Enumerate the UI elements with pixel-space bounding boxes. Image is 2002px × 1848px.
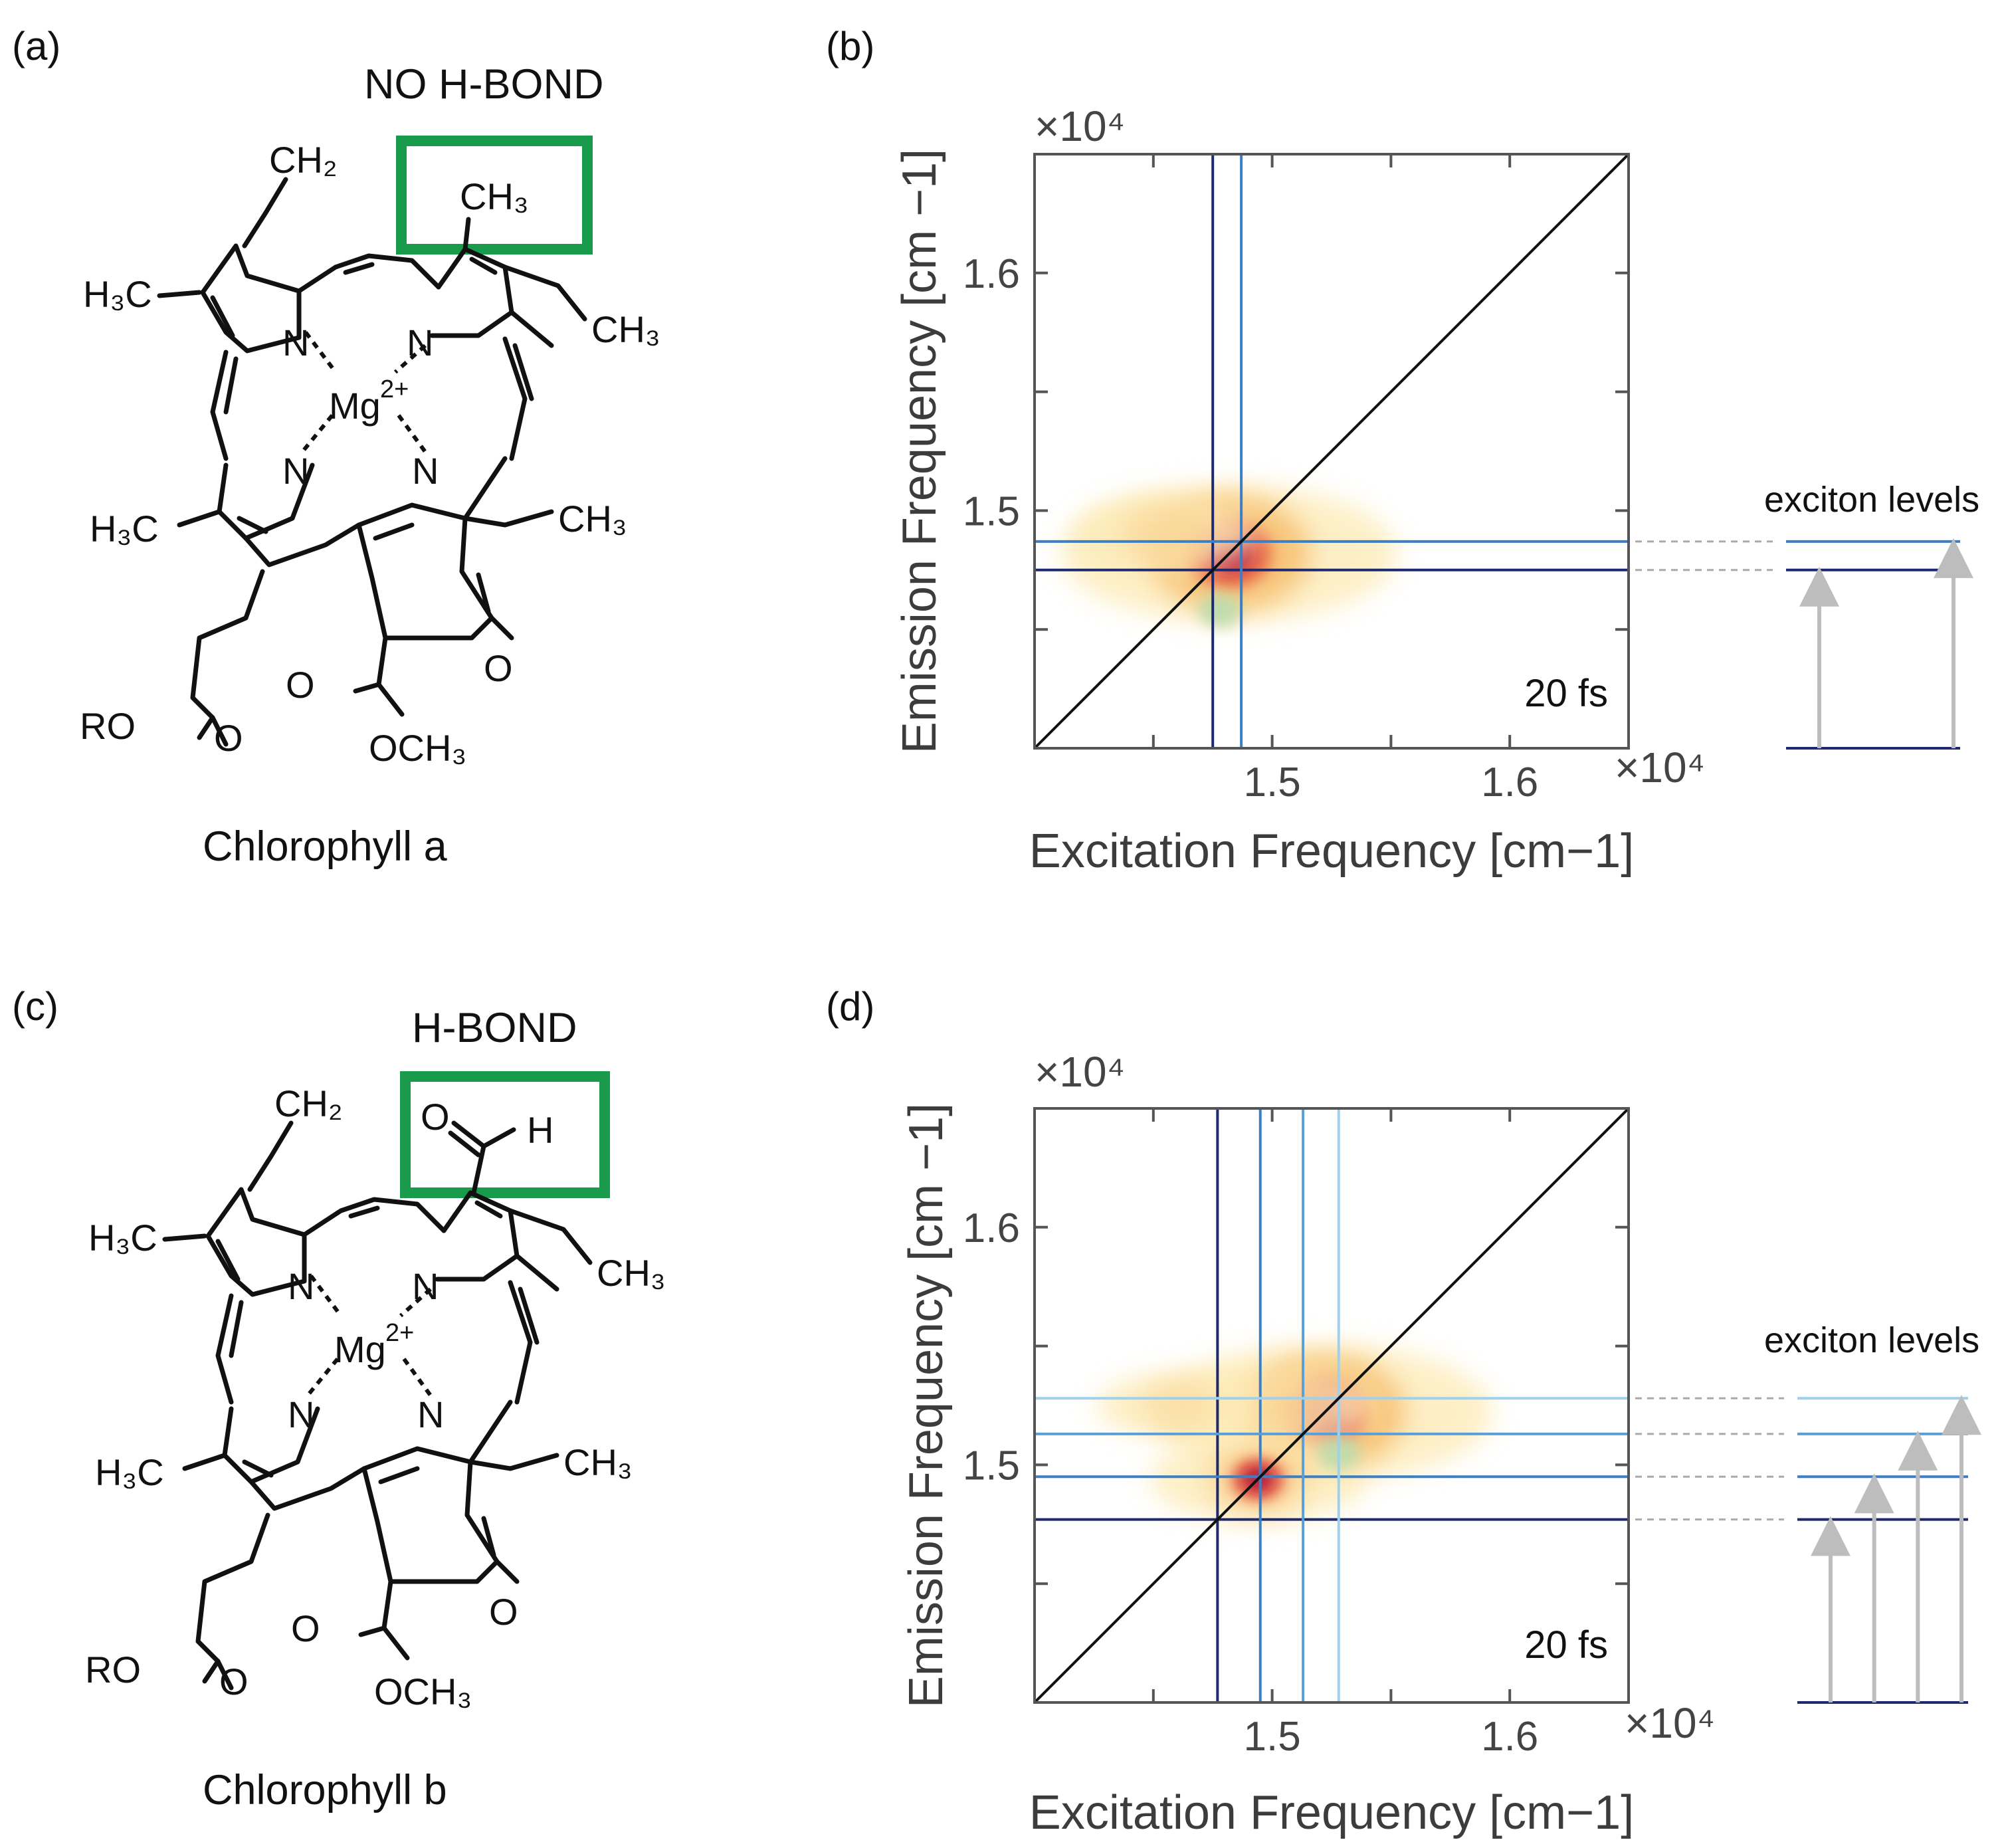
atom-ch3-ethyl: CH₃ bbox=[591, 308, 660, 350]
atom-h3c-left: H₃C bbox=[83, 273, 152, 315]
atom-ch3-right: CH₃ bbox=[563, 1441, 633, 1483]
peak-outer bbox=[1122, 503, 1209, 566]
x-tick-label: 1.5 bbox=[1243, 760, 1300, 805]
atom-ch2: CH₂ bbox=[274, 1082, 343, 1124]
methyl-group-label: CH₃ bbox=[460, 175, 529, 217]
peak-outer bbox=[1138, 1378, 1216, 1433]
y-axis-label-b: Emission Frequency [cm −1] bbox=[893, 149, 946, 754]
spectrum-chart-d: 1.5 1.6 1.5 1.6 ×10⁴ ×10⁴ Excitation Freque… bbox=[900, 1048, 1981, 1839]
x-tick-label: 1.5 bbox=[1243, 1714, 1300, 1760]
y-tick-label: 1.5 bbox=[963, 1443, 1020, 1489]
plot-frame-d bbox=[1033, 1107, 1630, 1704]
atom-h3c-left: H₃C bbox=[88, 1217, 157, 1259]
atom-n1: N bbox=[282, 322, 309, 363]
aldehyde-o-label: O bbox=[421, 1096, 450, 1138]
x-tick-label: 1.6 bbox=[1481, 760, 1538, 805]
ticks-d: 1.5 1.6 1.5 1.6 bbox=[963, 1108, 1629, 1760]
aldehyde-h-label: H bbox=[527, 1109, 553, 1151]
y-tick-label: 1.5 bbox=[963, 488, 1020, 534]
callout-h-bond: H-BOND bbox=[412, 1005, 577, 1051]
atom-o-ester2: O bbox=[214, 717, 243, 759]
ticks-b: 1.5 1.6 1.5 1.6 bbox=[963, 154, 1629, 805]
exciton-levels-label-b: exciton levels bbox=[1764, 480, 1979, 520]
y-multiplier-b: ×10⁴ bbox=[1035, 102, 1125, 150]
atom-n4: N bbox=[412, 450, 439, 492]
exciton-lines-b bbox=[1035, 154, 1629, 748]
atom-n1: N bbox=[288, 1265, 314, 1307]
y-multiplier-d: ×10⁴ bbox=[1035, 1048, 1125, 1096]
highlight-box-methyl bbox=[396, 136, 593, 255]
panel-label-a: (a) bbox=[12, 24, 60, 68]
atom-n3: N bbox=[282, 450, 309, 492]
chlorophyll-a-structure: NO H-BOND CH₃ bbox=[80, 61, 660, 870]
atom-o-ester: O bbox=[286, 664, 315, 706]
diagonal-line-b bbox=[1033, 153, 1630, 750]
atom-o-ester2: O bbox=[219, 1661, 249, 1702]
atom-mg-charge: 2+ bbox=[380, 375, 409, 403]
molecule-name-a: Chlorophyll a bbox=[203, 823, 448, 870]
x-axis-label-b: Excitation Frequency [cm−1] bbox=[1029, 825, 1634, 878]
x-axis-label-d: Excitation Frequency [cm−1] bbox=[1029, 1786, 1634, 1839]
atom-mg: Mg bbox=[329, 385, 381, 427]
exciton-level-diagram-d bbox=[1635, 1395, 1981, 1704]
atom-och3: OCH₃ bbox=[369, 727, 466, 769]
time-label-d: 20 fs bbox=[1524, 1623, 1608, 1667]
callout-no-h-bond: NO H-BOND bbox=[364, 61, 604, 108]
chlorophyll-b-structure: H-BOND O H bbox=[85, 1005, 666, 1813]
spectrum-chart-b: 1.5 1.6 1.5 1.6 ×10⁴ ×10⁴ Excitation Freque… bbox=[893, 102, 1979, 878]
atom-ch2: CH₂ bbox=[269, 139, 338, 181]
x-multiplier-b: ×10⁴ bbox=[1615, 744, 1705, 791]
diagonal-line-d bbox=[1033, 1107, 1630, 1704]
atom-mg: Mg bbox=[334, 1328, 386, 1370]
time-label-b: 20 fs bbox=[1524, 672, 1608, 715]
atom-n4: N bbox=[417, 1393, 444, 1435]
atom-h3c-lower: H₃C bbox=[95, 1451, 164, 1493]
panel-label-c: (c) bbox=[12, 984, 58, 1029]
peak-outer bbox=[1240, 1374, 1328, 1437]
atom-o-ester: O bbox=[291, 1607, 320, 1649]
atom-ch3-ethyl: CH₃ bbox=[597, 1252, 666, 1294]
atom-o-ketone: O bbox=[489, 1591, 518, 1633]
atom-o-ketone: O bbox=[484, 647, 513, 689]
plot-frame-b bbox=[1033, 153, 1630, 750]
x-multiplier-d: ×10⁴ bbox=[1625, 1699, 1715, 1747]
atom-mg-charge: 2+ bbox=[385, 1319, 414, 1347]
negative-peak bbox=[1198, 593, 1242, 629]
atom-ch3-right: CH₃ bbox=[558, 498, 627, 540]
atom-n3: N bbox=[288, 1393, 314, 1435]
y-tick-label: 1.6 bbox=[963, 1205, 1020, 1251]
atom-och3: OCH₃ bbox=[374, 1671, 472, 1712]
atom-h3c-lower: H₃C bbox=[90, 508, 159, 550]
molecule-name-b: Chlorophyll b bbox=[203, 1767, 447, 1813]
atom-ro: RO bbox=[85, 1649, 141, 1691]
y-axis-label-d: Emission Frequency [cm −1] bbox=[900, 1103, 953, 1708]
panel-label-b: (b) bbox=[826, 24, 874, 68]
x-tick-label: 1.6 bbox=[1481, 1714, 1538, 1760]
panel-label-d: (d) bbox=[826, 984, 874, 1029]
exciton-level-diagram-b bbox=[1635, 538, 1973, 750]
heatmap-layer-b bbox=[1061, 484, 1398, 629]
exciton-levels-label-d: exciton levels bbox=[1764, 1320, 1979, 1360]
y-tick-label: 1.6 bbox=[963, 251, 1020, 297]
atom-n2: N bbox=[412, 1265, 439, 1307]
exciton-lines-d bbox=[1035, 1108, 1629, 1702]
atom-ro: RO bbox=[80, 705, 136, 747]
highlight-box-aldehyde bbox=[400, 1071, 610, 1198]
atom-n2: N bbox=[407, 322, 433, 363]
